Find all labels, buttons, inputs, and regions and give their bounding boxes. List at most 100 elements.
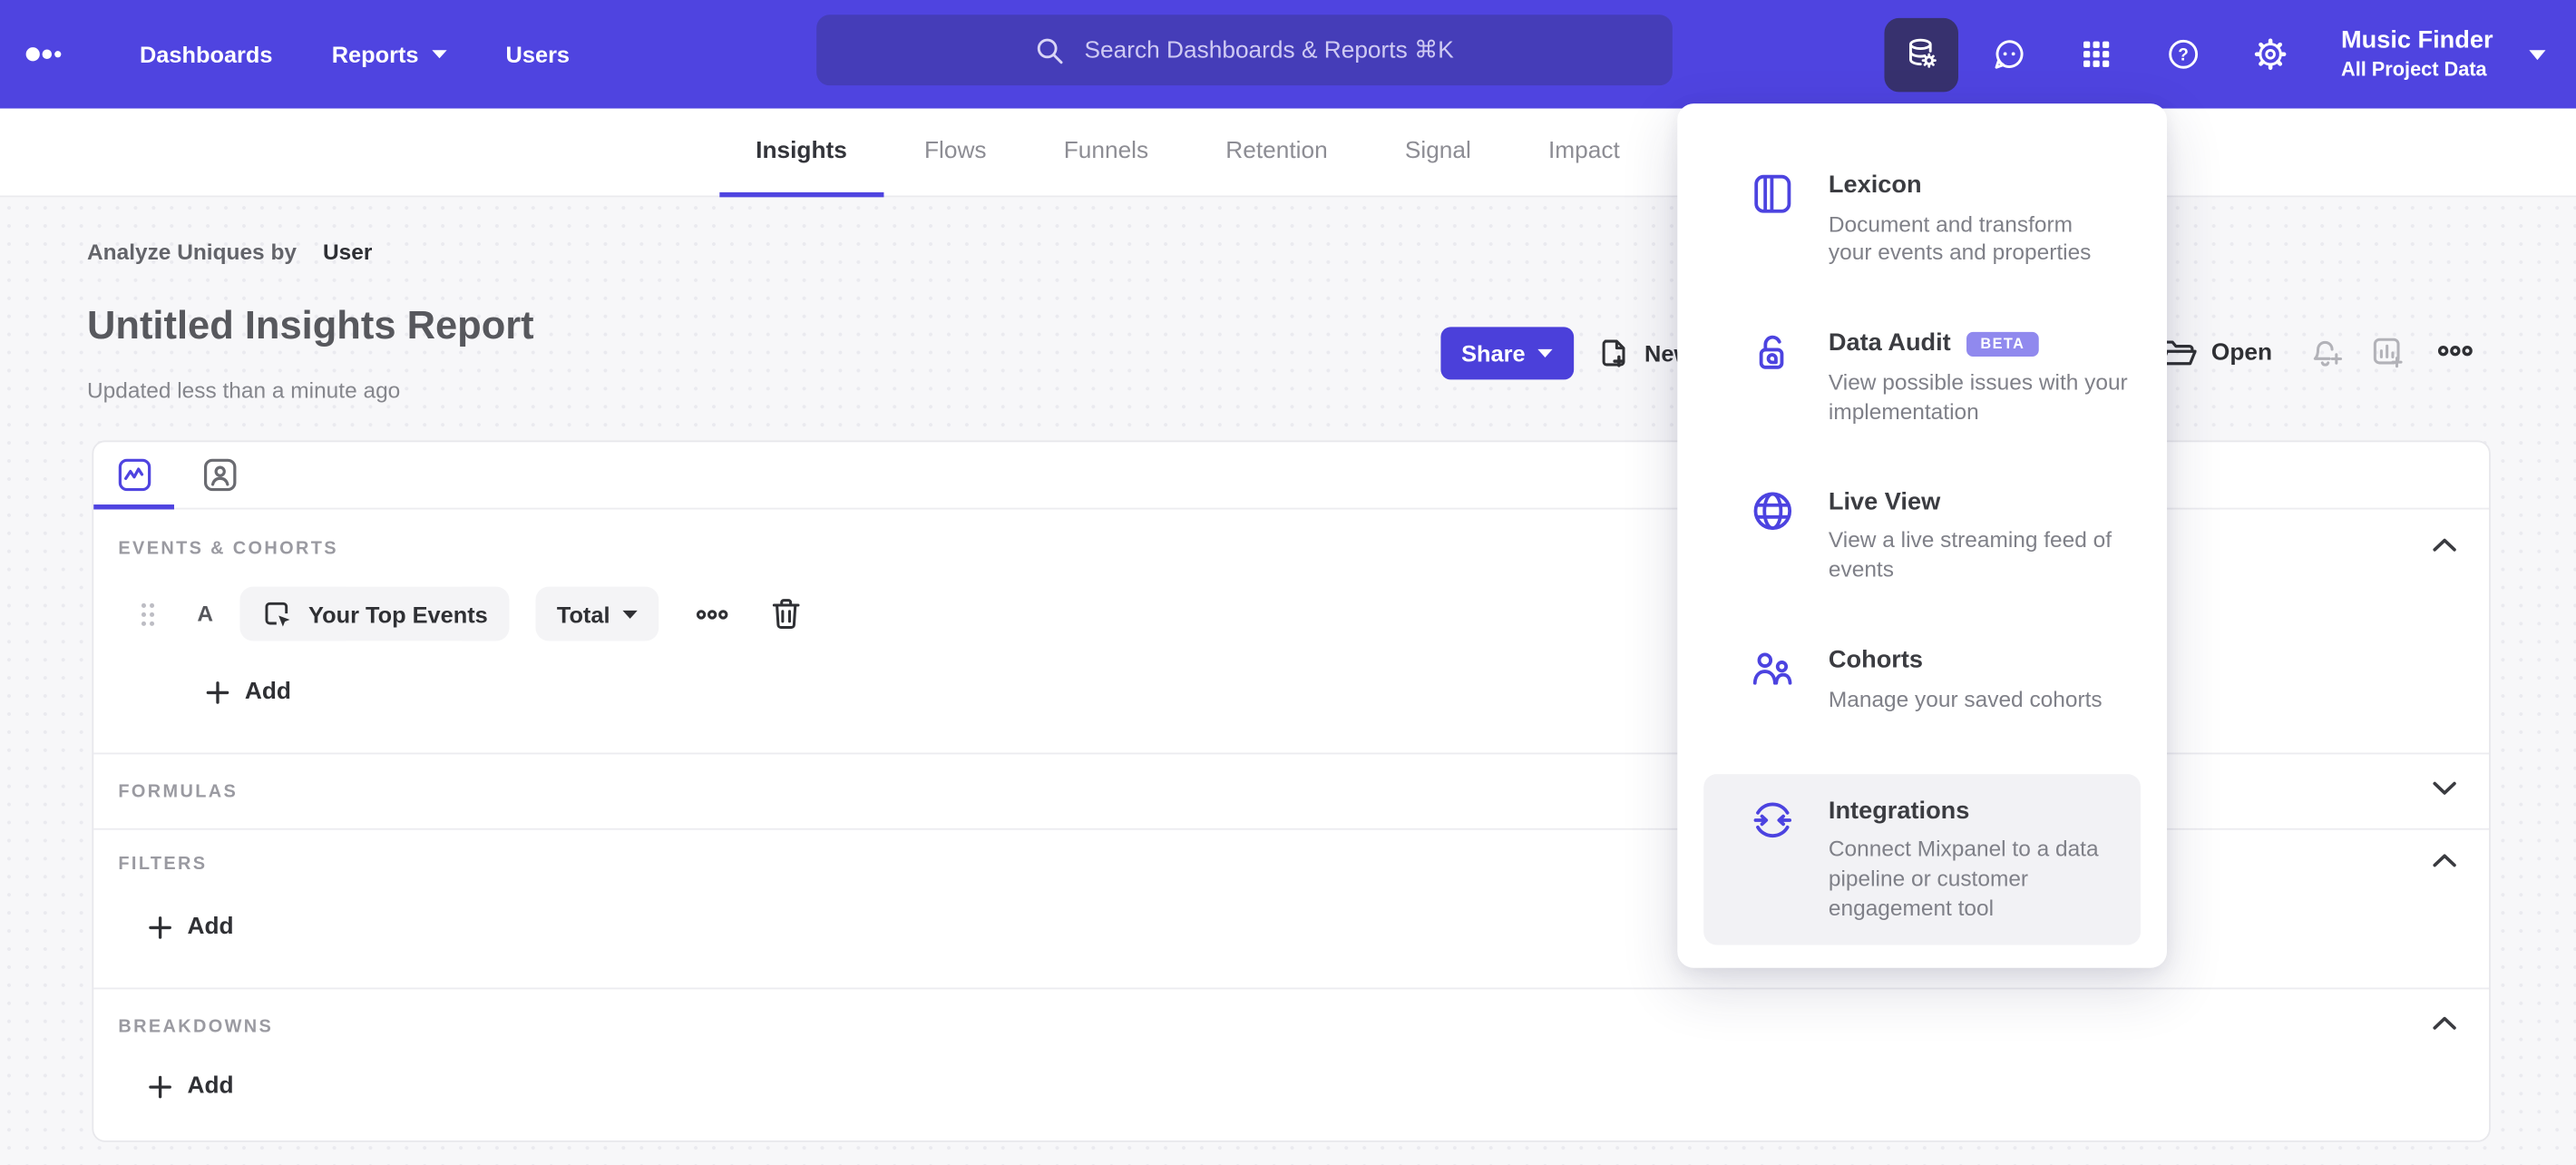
nav-item-dashboards[interactable]: Dashboards	[140, 41, 273, 67]
add-label: Add	[187, 914, 234, 941]
more-horizontal-icon	[2437, 346, 2473, 357]
nav-right-cluster: ? Music Finder All Project Data	[1884, 0, 2545, 109]
profile-card-icon	[203, 458, 237, 492]
trash-icon	[773, 599, 801, 630]
cohorts-people-icon	[1750, 646, 1796, 692]
series-letter: A	[197, 601, 214, 627]
menu-item-title: Live View	[1828, 487, 1941, 516]
profiles-mode-tab[interactable]	[202, 457, 239, 494]
integrations-sync-icon	[1750, 797, 1796, 843]
data-management-menu: Lexicon Document and transform your even…	[1677, 103, 2168, 968]
top-nav-bar: Dashboards Reports Users Search Dashboar…	[0, 0, 2576, 109]
mixpanel-logo-icon[interactable]	[24, 46, 63, 63]
apps-grid-icon	[2083, 41, 2109, 67]
menu-item-title: Data Audit	[1828, 328, 1951, 357]
menu-item-text: Cohorts Manage your saved cohorts	[1829, 644, 2103, 714]
project-caret-down-icon[interactable]	[2528, 48, 2546, 60]
events-section-label: EVENTS & COHORTS	[118, 539, 338, 559]
search-input[interactable]: Search Dashboards & Reports ⌘K	[816, 15, 1673, 86]
caret-down-icon	[623, 609, 639, 619]
project-switcher[interactable]: Music Finder All Project Data	[2341, 25, 2493, 83]
nav-item-users[interactable]: Users	[506, 41, 570, 67]
filters-collapse-chevron-up-icon[interactable]	[2432, 853, 2458, 867]
event-cursor-icon	[265, 601, 290, 626]
gear-icon	[2253, 38, 2286, 71]
event-selector-pill[interactable]: Your Top Events	[239, 586, 510, 641]
menu-item-title: Integrations	[1828, 796, 1970, 825]
updated-status: Updated less than a minute ago	[86, 377, 401, 403]
active-mode-underline	[93, 504, 174, 510]
formulas-expand-chevron-down-icon[interactable]	[2432, 780, 2458, 795]
menu-item-desc: Connect Mixpanel to a data pipeline or c…	[1828, 837, 2099, 921]
nav-item-reports[interactable]: Reports	[332, 41, 447, 67]
beta-badge: BETA	[1966, 331, 2038, 357]
menu-item-lexicon[interactable]: Lexicon Document and transform your even…	[1677, 170, 2167, 269]
menu-item-text: Data Audit BETA View possible issues wit…	[1829, 328, 2128, 426]
menu-item-text: Integrations Connect Mixpanel to a data …	[1829, 795, 2099, 924]
report-tabs-row: Insights Flows Funnels Retention Signal …	[0, 108, 2576, 198]
apps-grid-button[interactable]	[2058, 17, 2132, 92]
feedback-button[interactable]	[1971, 17, 2045, 92]
search-icon	[1037, 37, 1063, 64]
event-name: Your Top Events	[308, 601, 488, 627]
add-breakdown-button[interactable]: Add	[148, 1073, 234, 1100]
add-filter-button[interactable]: Add	[148, 914, 234, 940]
report-title[interactable]: Untitled Insights Report	[86, 304, 534, 348]
tab-flows[interactable]: Flows	[923, 138, 987, 165]
data-audit-lock-icon	[1750, 329, 1796, 376]
formulas-section: FORMULAS	[93, 754, 2490, 830]
tab-impact[interactable]: Impact	[1547, 138, 1620, 165]
add-label: Add	[244, 679, 291, 706]
menu-item-desc: Manage your saved cohorts	[1828, 686, 2103, 711]
event-query-row: A Your Top Events Total	[118, 586, 2464, 641]
add-event-button[interactable]: Add	[205, 679, 291, 705]
help-button[interactable]: ?	[2145, 17, 2220, 92]
menu-item-integrations[interactable]: Integrations Connect Mixpanel to a data …	[1703, 773, 2142, 945]
events-collapse-chevron-up-icon[interactable]	[2432, 537, 2458, 552]
menu-item-data-audit[interactable]: Data Audit BETA View possible issues wit…	[1677, 328, 2167, 426]
caret-down-icon	[432, 50, 447, 59]
share-label: Share	[1461, 339, 1526, 367]
report-tabs: Insights Flows Funnels Retention Signal …	[719, 109, 1655, 198]
builder-mode-tabs	[93, 442, 2490, 510]
share-button[interactable]: Share	[1440, 327, 1575, 380]
analyze-entity-selector[interactable]: User	[322, 240, 373, 265]
more-horizontal-icon	[697, 609, 729, 619]
tab-signal[interactable]: Signal	[1404, 138, 1471, 165]
menu-item-desc: Document and transform your events and p…	[1828, 210, 2092, 266]
menu-item-desc: View a live streaming feed of events	[1828, 527, 2113, 582]
tab-retention[interactable]: Retention	[1225, 138, 1328, 165]
menu-item-live-view[interactable]: Live View View a live streaming feed of …	[1677, 486, 2167, 585]
event-row-delete-button[interactable]	[771, 596, 802, 631]
settings-button[interactable]	[2232, 17, 2307, 92]
svg-text:?: ?	[2177, 46, 2188, 65]
breakdowns-collapse-chevron-up-icon[interactable]	[2432, 1015, 2458, 1030]
create-alert-button[interactable]	[2308, 335, 2347, 369]
metrics-mode-tab[interactable]	[117, 457, 153, 494]
menu-item-title: Lexicon	[1828, 171, 1922, 200]
help-icon: ?	[2168, 39, 2198, 69]
plus-icon	[206, 680, 229, 703]
add-to-dashboard-button[interactable]	[2371, 335, 2405, 369]
tab-insights[interactable]: Insights	[719, 109, 883, 198]
drag-handle[interactable]	[140, 601, 156, 627]
feedback-bubble-icon	[1994, 40, 2023, 69]
breakdowns-section-label: BREAKDOWNS	[118, 1017, 274, 1037]
open-label: Open	[2210, 339, 2273, 367]
primary-nav: Dashboards Reports Users	[140, 41, 570, 67]
search-placeholder: Search Dashboards & Reports ⌘K	[1084, 36, 1454, 64]
tab-funnels[interactable]: Funnels	[1063, 138, 1149, 165]
menu-item-cohorts[interactable]: Cohorts Manage your saved cohorts	[1677, 644, 2167, 714]
event-row-more-button[interactable]	[696, 607, 730, 620]
analyze-prefix: Analyze Uniques by	[86, 240, 298, 265]
open-report-button[interactable]: Open	[2159, 327, 2272, 379]
project-scope: All Project Data	[2340, 57, 2487, 81]
more-actions-button[interactable]	[2436, 344, 2474, 358]
metric-selector-pill[interactable]: Total	[535, 586, 659, 641]
metric-name: Total	[556, 601, 610, 627]
filters-section-label: FILTERS	[118, 854, 208, 875]
lexicon-book-icon	[1750, 171, 1796, 217]
data-management-button[interactable]	[1884, 17, 1958, 92]
filters-section: FILTERS Add	[93, 830, 2490, 990]
